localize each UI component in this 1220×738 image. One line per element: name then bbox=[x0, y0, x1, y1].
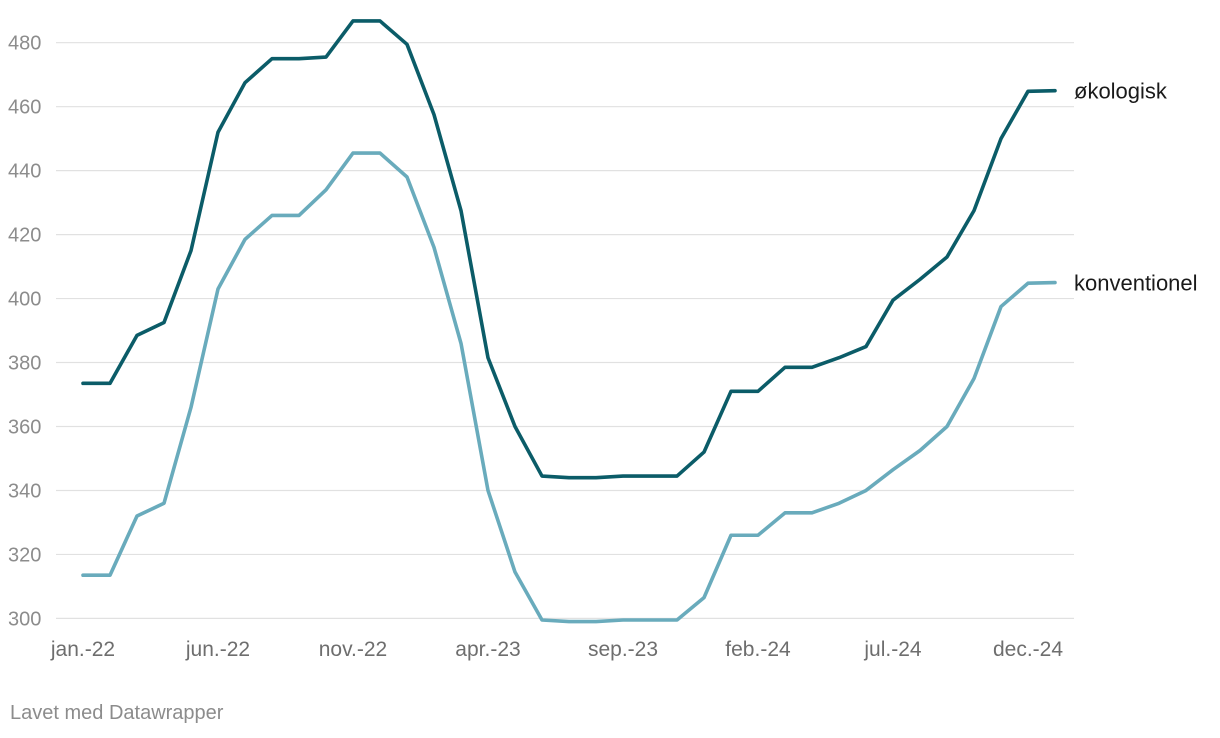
datawrapper-credit: Lavet med Datawrapper bbox=[10, 702, 224, 724]
y-tick-label: 420 bbox=[8, 225, 41, 247]
y-tick-label: 460 bbox=[8, 97, 41, 119]
y-tick-label: 440 bbox=[8, 161, 41, 183]
y-tick-label: 340 bbox=[8, 480, 41, 502]
x-tick-label: jan.-22 bbox=[50, 638, 115, 661]
x-tick-label: dec.-24 bbox=[993, 638, 1063, 661]
y-tick-label: 320 bbox=[8, 544, 41, 566]
line-chart: 300 320 340 360 380 400 420 440 460 480 jan.-22 ju… bbox=[8, 19, 1198, 661]
x-tick-label: jul.-24 bbox=[863, 638, 922, 661]
y-tick-label: 380 bbox=[8, 353, 41, 375]
x-axis-tick-labels: jan.-22 jun.-22 nov.-22 apr.-23 sep.-23 feb.-… bbox=[50, 638, 1063, 661]
x-tick-label: apr.-23 bbox=[455, 638, 520, 661]
y-tick-label: 360 bbox=[8, 417, 41, 439]
series-line-konventionel bbox=[81, 151, 1057, 624]
series-labels: økologisk konventionel bbox=[1074, 79, 1198, 296]
series-lines bbox=[81, 19, 1057, 624]
series-label: konventionel bbox=[1074, 271, 1198, 296]
y-axis-tick-labels: 300 320 340 360 380 400 420 440 460 480 bbox=[8, 33, 41, 631]
x-tick-label: nov.-22 bbox=[319, 638, 388, 661]
y-tick-label: 300 bbox=[8, 608, 41, 630]
series-line-okologisk bbox=[81, 19, 1057, 480]
x-tick-label: jun.-22 bbox=[185, 638, 250, 661]
y-tick-label: 480 bbox=[8, 33, 41, 55]
x-tick-label: sep.-23 bbox=[588, 638, 658, 661]
series-label: økologisk bbox=[1074, 79, 1168, 104]
x-tick-label: feb.-24 bbox=[725, 638, 791, 661]
gridlines bbox=[56, 42, 1074, 620]
y-tick-label: 400 bbox=[8, 289, 41, 311]
